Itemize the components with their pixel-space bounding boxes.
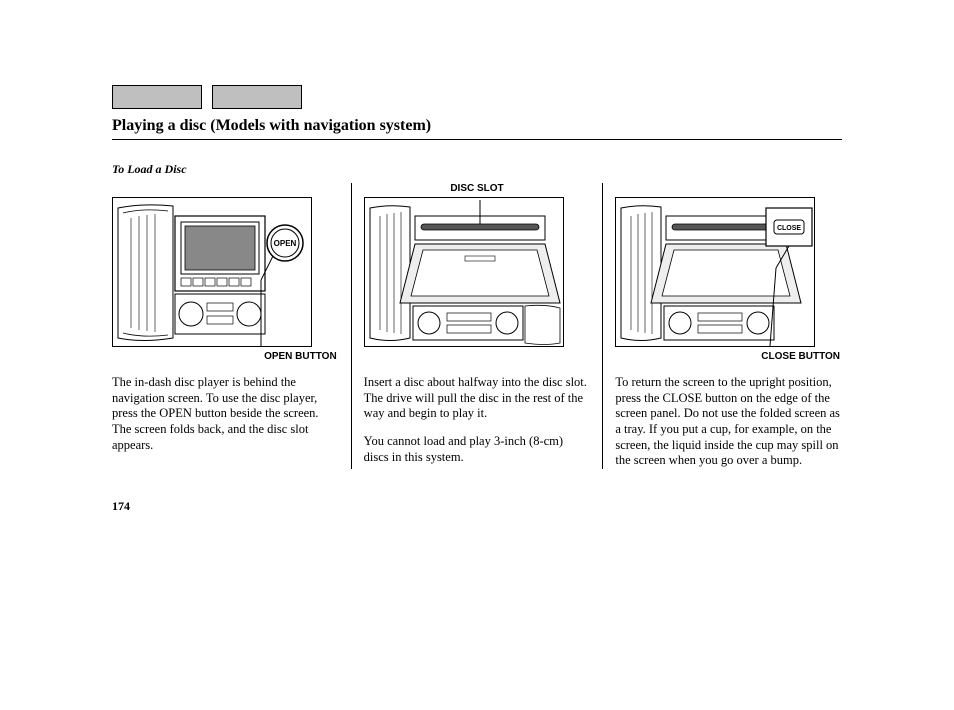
paragraph: To return the screen to the upright posi…	[615, 375, 842, 469]
figure-open-button: OPEN	[112, 197, 312, 347]
paragraph: Insert a disc about halfway into the dis…	[364, 375, 591, 422]
figure-bottom-label: OPEN BUTTON	[112, 351, 339, 363]
column-3: CLOSE CLOSE BUTTON To return the screen …	[602, 183, 842, 469]
close-callout-text: CLOSE	[777, 225, 801, 232]
column-1: OPEN OPEN BUTTON The in-dash disc player…	[112, 183, 351, 469]
header-tab	[212, 85, 302, 109]
title-bar: Playing a disc (Models with navigation s…	[112, 117, 842, 140]
page-number: 174	[112, 499, 842, 514]
figure-top-label	[112, 183, 339, 195]
open-callout-text: OPEN	[274, 239, 297, 248]
figure-bottom-label	[364, 351, 591, 363]
content-columns: OPEN OPEN BUTTON The in-dash disc player…	[112, 183, 842, 469]
section-subheading: To Load a Disc	[112, 162, 842, 177]
column-body: The in-dash disc player is behind the na…	[112, 375, 339, 453]
figure-close-button: CLOSE	[615, 197, 815, 347]
column-body: Insert a disc about halfway into the dis…	[364, 375, 591, 465]
figure-disc-slot	[364, 197, 564, 347]
figure-top-label	[615, 183, 842, 195]
column-2: DISC SLOT	[351, 183, 603, 469]
paragraph: You cannot load and play 3-inch (8-cm) d…	[364, 434, 591, 465]
column-body: To return the screen to the upright posi…	[615, 375, 842, 469]
header-tab	[112, 85, 202, 109]
manual-page: Playing a disc (Models with navigation s…	[112, 85, 842, 514]
page-title: Playing a disc (Models with navigation s…	[112, 117, 842, 135]
header-tabs	[112, 85, 842, 109]
figure-top-label: DISC SLOT	[364, 183, 591, 195]
figure-bottom-label: CLOSE BUTTON	[615, 351, 842, 363]
paragraph: The in-dash disc player is behind the na…	[112, 375, 339, 453]
